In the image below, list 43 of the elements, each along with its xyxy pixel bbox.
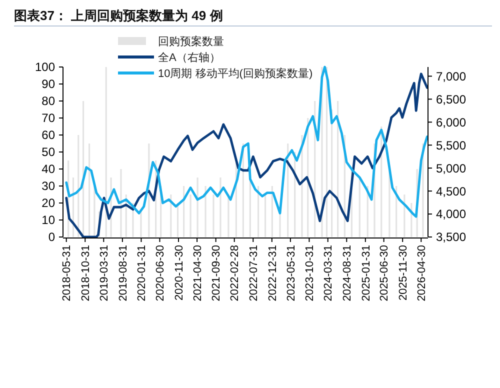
x-tick-label: 2019-08-31 — [117, 245, 130, 302]
x-tick-label: 2024-08-31 — [341, 245, 354, 302]
x-tick-label: 2024-03-31 — [322, 245, 335, 302]
chart-title: 图表37： 上周回购预案数量为 49 例 — [14, 8, 223, 23]
y-tick-label: 90 — [42, 77, 56, 92]
x-tick-label: 2018-10-31 — [80, 245, 92, 302]
y2-tick-label: 4,000 — [436, 207, 466, 222]
y-tick-label: 10 — [42, 213, 56, 228]
y2-tick-label: 5,500 — [436, 138, 466, 152]
legend-label: 10周期 移动平均(回购预案数量) — [158, 66, 313, 80]
y-tick-label: 70 — [42, 111, 56, 126]
x-tick-label: 2021-04-30 — [192, 245, 204, 302]
x-tick-label: 2025-01-31 — [360, 245, 372, 302]
x-tick-label: 2023-05-31 — [285, 245, 298, 302]
y2-tick-label: 7,000 — [436, 69, 466, 84]
x-tick-label: 2022-02-28 — [229, 245, 242, 302]
y2-tick-label: 3,500 — [436, 230, 466, 244]
y2-tick-label: 6,500 — [436, 92, 466, 106]
y-tick-label: 50 — [42, 145, 56, 160]
x-tick-label: 2020-11-30 — [173, 245, 186, 300]
y-tick-label: 0 — [48, 230, 56, 244]
y-tick-label: 80 — [42, 94, 56, 108]
x-tick-label: 2025-06-30 — [378, 245, 391, 302]
y2-tick-label: 4,500 — [436, 184, 466, 198]
x-tick-label: 2019-03-31 — [98, 245, 111, 302]
x-tick-label: 2018-05-31 — [61, 245, 74, 302]
y-tick-label: 60 — [42, 128, 56, 142]
y-tick-label: 30 — [42, 179, 56, 194]
x-tick-label: 2026-04-30 — [416, 245, 428, 302]
legend-label: 全A（右轴） — [158, 50, 220, 64]
y-tick-label: 40 — [42, 162, 56, 176]
x-tick-label: 2025-11-30 — [397, 245, 410, 300]
x-tick-label: 2023-10-31 — [304, 245, 316, 302]
x-tick-label: 2022-07-31 — [248, 245, 260, 302]
x-tick-label: 2020-06-30 — [154, 245, 167, 302]
legend-label: 回购预案数量 — [158, 34, 224, 48]
y2-tick-label: 5,000 — [436, 161, 466, 176]
y-tick-label: 100 — [34, 60, 56, 74]
x-tick-label: 2021-09-30 — [210, 245, 223, 302]
x-tick-label: 2022-12-31 — [266, 245, 279, 302]
y2-tick-label: 6,000 — [436, 115, 466, 130]
y-tick-label: 20 — [42, 196, 56, 210]
x-tick-label: 2020-01-31 — [136, 245, 148, 302]
